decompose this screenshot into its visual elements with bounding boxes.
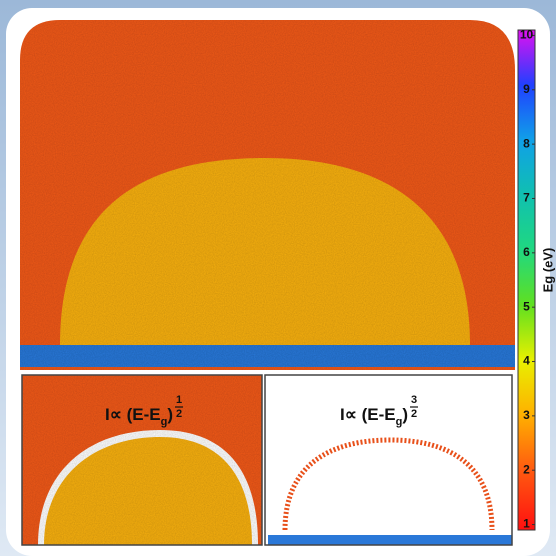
colorbar [518,30,535,530]
colorbar-tick-label: 5 [523,299,530,313]
colorbar-tick-label: 6 [523,245,530,259]
formula-base: I∝ (E-E [105,405,161,424]
colorbar-tick-label: 4 [523,354,530,368]
exponent-denominator: 2 [411,408,417,420]
figure: I∝ (E-Eg)12I∝ (E-Eg)32 Eg (eV) 123456789… [0,0,556,556]
page: I∝ (E-Eg)12I∝ (E-Eg)32 Eg (eV) 123456789… [0,0,556,556]
inset-right-map [265,375,512,545]
inset-left-map [22,375,262,545]
formula-suffix: ) [167,405,173,424]
exponent-numerator: 3 [411,394,417,406]
formula-suffix: ) [402,405,408,424]
colorbar-tick-label: 2 [523,462,530,476]
exponent-denominator: 2 [176,408,182,420]
exponent-numerator: 1 [176,394,182,406]
colorbar-tick-label: 9 [523,82,530,96]
colorbar-label: Eg (eV) [540,248,555,293]
colorbar-tick-label: 3 [523,408,530,422]
colorbar-tick-label: 10 [520,28,534,42]
formula-subscript: g [161,416,168,428]
colorbar-tick-label: 7 [523,191,530,205]
colorbar-tick-label: 1 [523,517,530,531]
colorbar-tick-label: 8 [523,136,530,150]
formula-base: I∝ (E-E [340,405,396,424]
main-map [20,20,515,370]
formula-subscript: g [396,416,403,428]
